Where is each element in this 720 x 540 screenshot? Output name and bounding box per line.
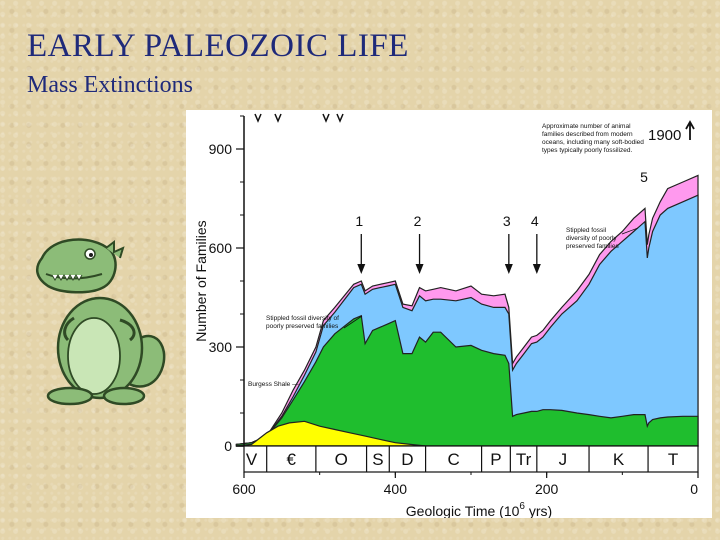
period-label: € <box>287 450 297 469</box>
dinosaur-mascot-icon <box>35 238 166 406</box>
extinction-number-label: 4 <box>531 213 539 229</box>
annotation-modern-oceans: Approximate number of animal families des… <box>542 123 644 154</box>
x-tick-label: 400 <box>384 481 408 497</box>
up-arrow-icon <box>685 120 695 140</box>
y-tick-label: 900 <box>209 141 233 157</box>
figure-panel: 0 300 600 900 Number of Families V € O S D C P Tr J K T… <box>186 110 712 518</box>
period-label: D <box>401 450 413 469</box>
x-tick-label: 200 <box>535 481 559 497</box>
extinction-chart: 0 300 600 900 Number of Families V € O S D C P Tr J K T… <box>193 113 699 518</box>
annotation-leader <box>343 315 363 329</box>
annotation-burgess-shale: Burgess Shale — <box>248 381 299 388</box>
slide-subtitle: Mass Extinctions <box>27 72 193 98</box>
overflow-arrow <box>336 113 344 123</box>
overflow-arrow <box>322 113 330 123</box>
period-label: V <box>246 450 258 469</box>
annotation-1900: 1900 <box>648 127 681 144</box>
extinction-number-label: 1 <box>355 213 363 229</box>
extinction-arrow-head <box>532 264 541 274</box>
series-area-4 <box>236 420 426 447</box>
period-label: S <box>372 450 383 469</box>
extinction-number-label: 3 <box>503 213 511 229</box>
period-label: K <box>613 450 625 469</box>
x-axis-label: Geologic Time (106 yrs) <box>406 501 552 518</box>
y-tick-label: 600 <box>209 240 233 256</box>
period-label: J <box>559 450 568 469</box>
y-axis-label: Number of Families <box>193 220 209 341</box>
annotation-leader <box>621 227 639 235</box>
period-label: Tr <box>516 450 532 469</box>
x-tick-label: 0 <box>690 481 698 497</box>
period-label: O <box>335 450 348 469</box>
y-tick-label: 300 <box>209 339 233 355</box>
overflow-arrow <box>274 113 282 123</box>
period-label: T <box>668 450 678 469</box>
extinction-number-label: 5 <box>640 169 648 185</box>
series-area-3 <box>235 314 699 447</box>
extinction-number-label: 2 <box>414 213 422 229</box>
annotation-stippled-left: Stippled fossil diversity of poorly prese… <box>266 315 339 330</box>
slide-title: EARLY PALEOZOIC LIFE <box>27 28 409 64</box>
extinction-arrow-head <box>357 264 366 274</box>
annotation-stippled-right: Stippled fossil diversity of poorly preser… <box>566 227 619 250</box>
x-tick-label: 600 <box>232 481 256 497</box>
period-label: C <box>447 450 459 469</box>
period-strip <box>243 445 699 473</box>
extinction-arrow-head <box>415 264 424 274</box>
y-tick-label: 0 <box>224 438 232 454</box>
extinction-arrow-head <box>504 264 513 274</box>
period-label: P <box>490 450 501 469</box>
overflow-arrow <box>254 113 262 123</box>
